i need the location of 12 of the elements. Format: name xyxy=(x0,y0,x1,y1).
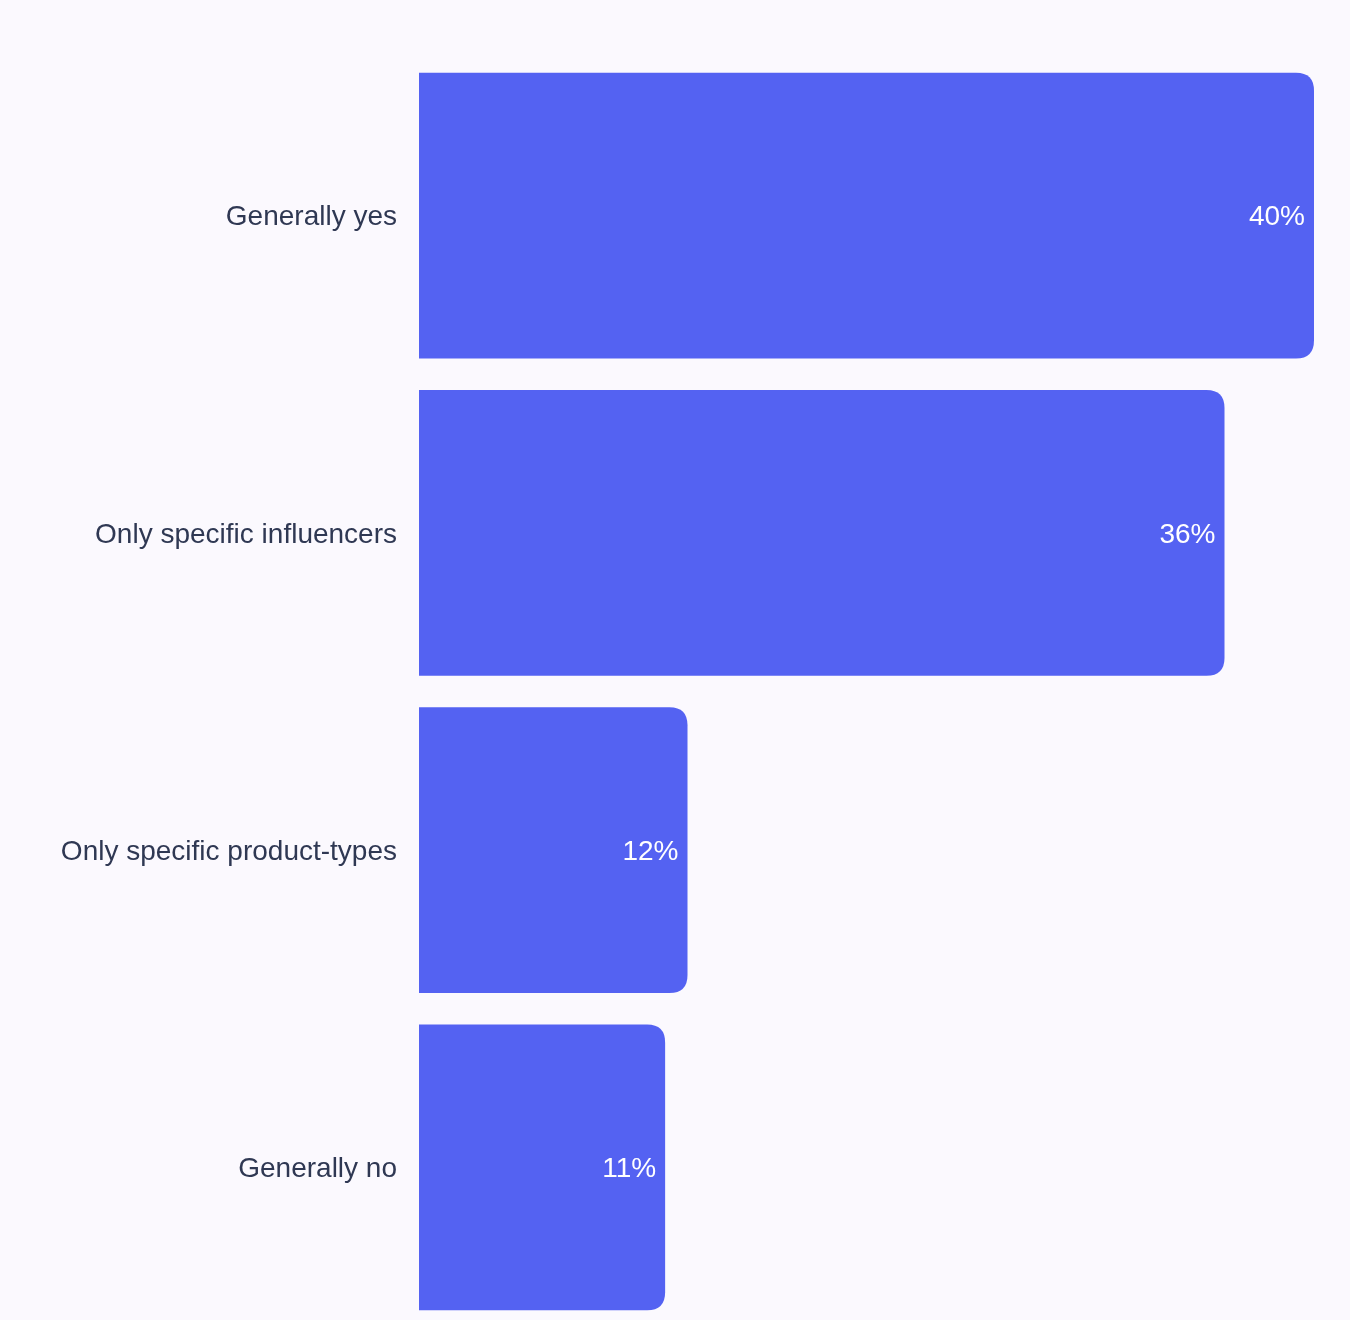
bar xyxy=(419,707,688,993)
y-tick-label: Only specific influencers xyxy=(95,517,397,549)
data-label: 12% xyxy=(622,834,679,866)
data-label: 36% xyxy=(1159,517,1216,549)
data-label: 40% xyxy=(1248,200,1305,232)
y-tick-label: Generally no xyxy=(238,1152,397,1184)
y-tick-label: Generally yes xyxy=(225,200,397,232)
data-label: 11% xyxy=(602,1152,657,1184)
y-tick-label: Only specific product-types xyxy=(60,834,397,866)
bar xyxy=(419,72,1314,359)
bar xyxy=(419,1024,666,1311)
bar xyxy=(419,390,1225,676)
